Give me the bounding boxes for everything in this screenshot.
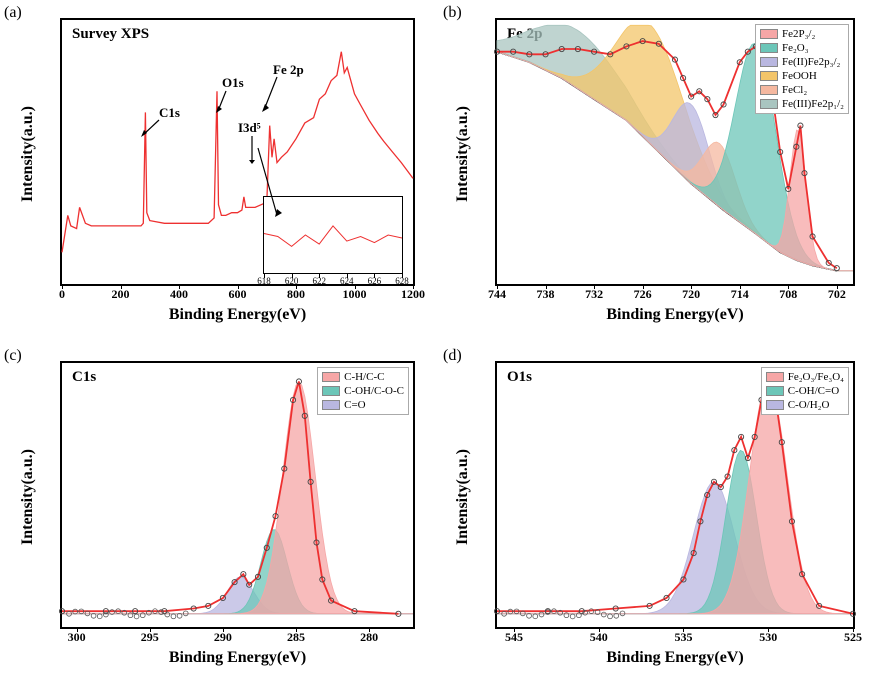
xlabel-c: Binding Energy(eV) [60, 649, 415, 667]
legend-row: FeCl₂ [760, 83, 844, 97]
annot-o1s: O1s [222, 75, 244, 91]
xlabel-b: Binding Energy(eV) [495, 306, 855, 324]
legend-row: FeOOH [760, 69, 844, 83]
legend-row: C-H/C-C [322, 370, 404, 384]
panel-c: (c) C1s 300295290285280 C-H/C-CC-OH/C-O-… [0, 343, 439, 685]
inset-svg [264, 197, 402, 273]
annot-i3d5: I3d⁵ [238, 120, 261, 136]
ylabel-a: Intensity(a.u.) [19, 106, 37, 202]
plot-c-box: C1s 300295290285280 C-H/C-CC-OH/C-O-CC=O [60, 361, 415, 629]
annot-c1s-text: C1s [159, 105, 180, 120]
legend-row: Fe(III)Fe2p₁/₂ [760, 97, 844, 111]
annot-fe2p: Fe 2p [273, 62, 304, 78]
panel-a-label: (a) [4, 4, 22, 22]
legend-row: C-OH/C=O [766, 384, 844, 398]
legend-b: Fe2P₃/₂Fe₂O₃Fe(II)Fe2p₃/₂FeOOHFeCl₂Fe(II… [755, 24, 849, 114]
legend-row: C-O/H₂O [766, 398, 844, 412]
panel-b: (b) Fe 2p 744738732726720714708702 Fe2P₃… [439, 0, 878, 343]
xlabel-a: Binding Energy(eV) [60, 306, 415, 324]
plot-a-box: Survey XPS 020040060080010001200 C1s O1s… [60, 18, 415, 286]
panel-b-label: (b) [443, 4, 462, 22]
plot-b-box: Fe 2p 744738732726720714708702 Fe2P₃/₂Fe… [495, 18, 855, 286]
legend-c: C-H/C-CC-OH/C-O-CC=O [317, 367, 409, 415]
panel-d-label: (d) [443, 347, 462, 365]
legend-row: C-OH/C-O-C [322, 384, 404, 398]
ylabel-b: Intensity(a.u.) [454, 106, 472, 202]
legend-row: Fe(II)Fe2p₃/₂ [760, 55, 844, 69]
xlabel-d: Binding Energy(eV) [495, 649, 855, 667]
panel-d: (d) O1s 545540535530525 Fe₂O₃/Fe₃O₄C-OH/… [439, 343, 878, 685]
legend-d: Fe₂O₃/Fe₃O₄C-OH/C=OC-O/H₂O [761, 367, 849, 415]
annot-c1s: C1s [159, 105, 180, 121]
annot-i3d5-text: I3d⁵ [238, 120, 261, 135]
panel-a: (a) Survey XPS 020040060080010001200 C1s… [0, 0, 439, 343]
legend-row: C=O [322, 398, 404, 412]
ylabel-d: Intensity(a.u.) [454, 448, 472, 544]
plot-d-box: O1s 545540535530525 Fe₂O₃/Fe₃O₄C-OH/C=OC… [495, 361, 855, 629]
ylabel-c: Intensity(a.u.) [19, 448, 37, 544]
legend-row: Fe₂O₃ [760, 41, 844, 55]
figure-grid: (a) Survey XPS 020040060080010001200 C1s… [0, 0, 878, 685]
panel-c-label: (c) [4, 347, 22, 365]
legend-row: Fe₂O₃/Fe₃O₄ [766, 370, 844, 384]
annot-o1s-text: O1s [222, 75, 244, 90]
legend-row: Fe2P₃/₂ [760, 27, 844, 41]
inset-box-a: 618620622624626628 [263, 196, 403, 274]
